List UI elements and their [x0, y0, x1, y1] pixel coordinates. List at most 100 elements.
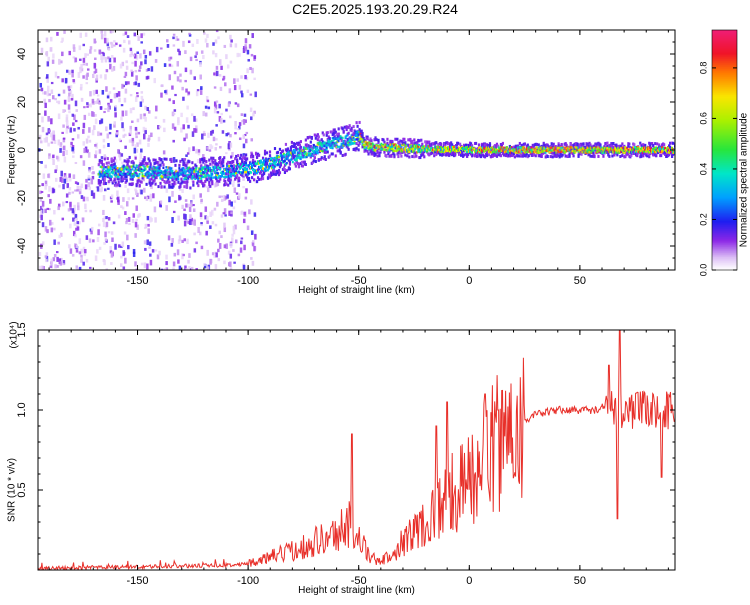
heatmap-speckle — [110, 200, 113, 202]
heatmap-speckle — [102, 218, 105, 222]
heatmap-halo — [553, 143, 555, 146]
heatmap-trace-cell — [479, 146, 481, 148]
heatmap-trace-cell — [132, 168, 134, 170]
heatmap-trace-cell — [155, 167, 157, 169]
heatmap-speckle — [89, 267, 92, 269]
heatmap-speckle — [185, 203, 188, 207]
heatmap-speckle — [117, 149, 120, 153]
heatmap-speckle — [82, 217, 85, 222]
heatmap-speckle — [168, 74, 171, 80]
heatmap-speckle — [207, 100, 210, 103]
heatmap-speckle — [105, 86, 108, 91]
heatmap-speckle — [66, 70, 69, 73]
heatmap-halo — [236, 174, 238, 177]
heatmap-halo — [586, 143, 588, 146]
heatmap-speckle — [219, 243, 222, 249]
heatmap-speckle — [139, 140, 142, 145]
heatmap-speckle — [86, 74, 89, 80]
heatmap-speckle — [243, 265, 246, 270]
snr-x-tick-label: 50 — [574, 575, 586, 587]
heatmap-speckle — [140, 61, 143, 65]
heatmap-speckle — [254, 55, 256, 59]
heatmap-speckle — [124, 211, 127, 215]
heatmap-halo — [209, 163, 211, 166]
heatmap-halo — [386, 138, 388, 141]
heatmap-halo — [364, 149, 366, 152]
heatmap-trace-cell — [259, 162, 261, 164]
heatmap-speckle — [62, 184, 65, 189]
heatmap-trace-cell — [296, 159, 298, 161]
heatmap-speckle — [188, 147, 191, 152]
heatmap-halo — [502, 142, 504, 145]
heatmap-halo — [141, 181, 143, 184]
heatmap-speckle — [57, 206, 60, 210]
heatmap-halo — [212, 161, 214, 164]
heatmap-speckle — [177, 216, 180, 221]
heatmap-speckle — [118, 98, 121, 103]
heatmap-halo — [264, 152, 266, 155]
heatmap-speckle — [86, 102, 89, 105]
heatmap-speckle — [144, 248, 147, 251]
heatmap-trace-cell — [102, 176, 104, 178]
heatmap-speckle — [219, 231, 222, 235]
heatmap-trace-cell — [130, 170, 132, 172]
heatmap-speckle — [64, 100, 67, 105]
heatmap-speckle — [221, 214, 224, 217]
heatmap-speckle — [171, 238, 174, 243]
heatmap-speckle — [244, 75, 247, 79]
heatmap-speckle — [53, 228, 56, 231]
heatmap-speckle — [143, 188, 146, 193]
heatmap-halo — [593, 155, 595, 158]
heatmap-speckle — [193, 128, 196, 133]
heatmap-speckle — [164, 90, 167, 93]
heatmap-halo — [589, 155, 591, 158]
heatmap-speckle — [97, 94, 100, 96]
heatmap-speckle — [86, 63, 89, 66]
heatmap-speckle — [54, 254, 57, 257]
heatmap-trace-cell — [183, 169, 185, 171]
heatmap-halo — [437, 143, 439, 146]
heatmap-halo — [440, 143, 442, 146]
heatmap-speckle — [143, 113, 146, 116]
heatmap-speckle — [103, 145, 106, 149]
heatmap-speckle — [101, 118, 104, 123]
heatmap-speckle — [83, 141, 86, 145]
heatmap-halo — [154, 183, 156, 186]
heatmap-speckle — [100, 188, 103, 192]
heatmap-halo — [242, 156, 244, 159]
heatmap-speckle — [80, 255, 83, 258]
heatmap-halo — [353, 125, 355, 128]
heatmap-speckle — [93, 90, 96, 95]
heatmap-speckle — [63, 146, 66, 151]
heatmap-speckle — [233, 226, 236, 231]
heatmap-speckle — [104, 108, 107, 110]
heatmap-speckle — [220, 118, 223, 124]
heatmap-speckle — [51, 89, 54, 93]
heatmap-halo — [314, 156, 316, 159]
heatmap-speckle — [54, 264, 57, 268]
heatmap-speckle — [174, 200, 177, 202]
heatmap-halo — [129, 156, 131, 159]
heatmap-halo — [424, 140, 426, 143]
heatmap-halo — [284, 171, 286, 174]
heatmap-speckle — [117, 197, 120, 203]
heatmap-speckle — [75, 228, 78, 231]
heatmap-halo — [589, 143, 591, 146]
heatmap-speckle — [121, 153, 124, 157]
heatmap-halo — [216, 179, 218, 182]
heatmap-halo — [621, 154, 623, 157]
heatmap-speckle — [234, 187, 237, 193]
heatmap-speckle — [192, 204, 195, 206]
heatmap-speckle — [41, 48, 44, 53]
heatmap-speckle — [105, 57, 108, 62]
heatmap-speckle — [177, 259, 180, 263]
heatmap-speckle — [153, 78, 156, 83]
heatmap-halo — [183, 185, 185, 188]
heatmap-speckle — [89, 49, 92, 53]
heatmap-halo — [224, 180, 226, 183]
heatmap-speckle — [163, 128, 166, 132]
heatmap-halo — [378, 154, 380, 157]
heatmap-speckle — [242, 135, 245, 140]
heatmap-halo — [133, 162, 135, 165]
snr-x-tick-label: 0 — [466, 575, 472, 587]
